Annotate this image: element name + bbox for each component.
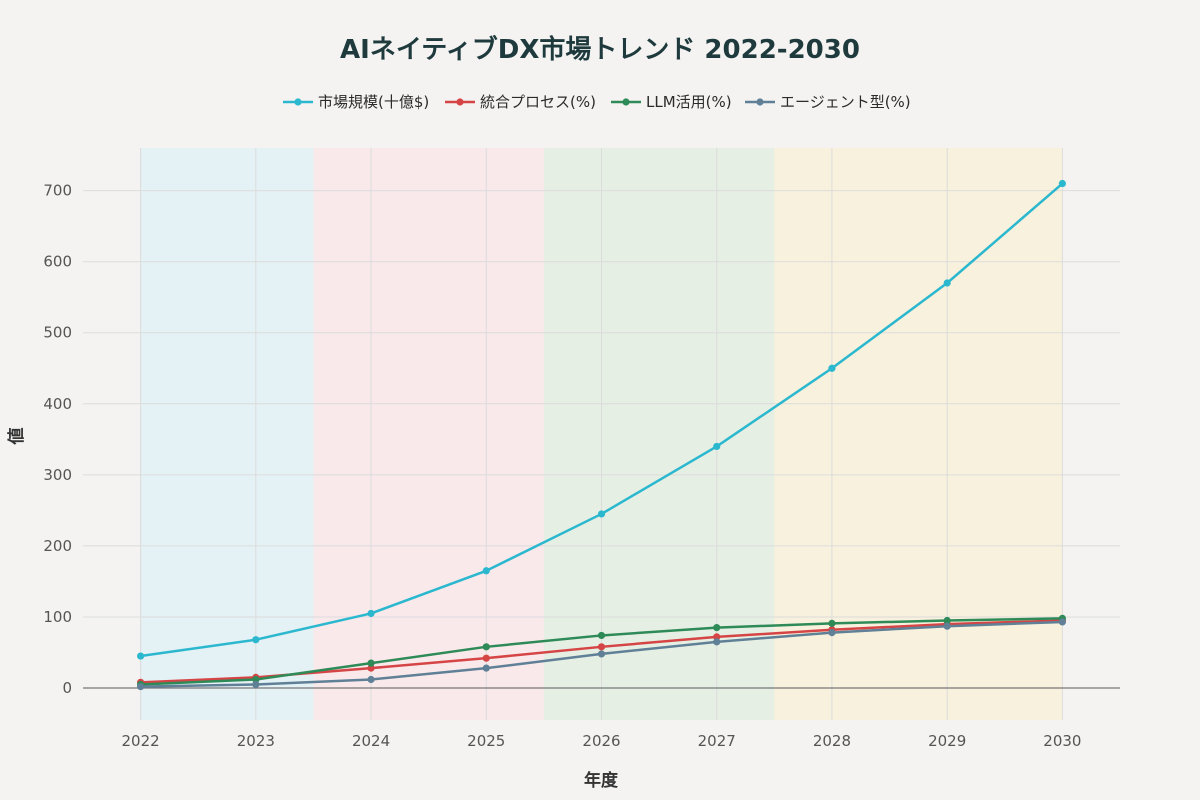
data-point [943, 279, 951, 287]
legend-swatch-marker [756, 98, 764, 106]
data-point [713, 638, 721, 646]
legend: 市場規模(十億$) 統合プロセス(%) LLM活用(%) エージェント型(%) [283, 93, 911, 111]
x-tick-label: 2027 [698, 732, 736, 750]
legend-swatch-marker [456, 98, 464, 106]
data-point [943, 616, 951, 625]
series-lines [137, 179, 1066, 691]
legend-swatch-marker [622, 98, 630, 106]
legend-swatch-marker [294, 98, 302, 106]
data-point [367, 664, 375, 672]
y-tick-label: 700 [43, 182, 72, 200]
data-point [252, 636, 260, 644]
x-tick-label: 2028 [813, 732, 851, 750]
y-tick-label: 100 [43, 608, 72, 626]
data-point [597, 510, 606, 518]
legend-item-1: 市場規模(十億$) [283, 93, 429, 111]
data-point [137, 683, 145, 691]
x-tick-label: 2026 [582, 732, 620, 750]
series-1 [137, 179, 1066, 660]
data-point [1058, 179, 1066, 188]
data-point [713, 624, 721, 632]
data-point [367, 659, 375, 667]
y-axis-ticks: 0 100 200 300 400 500 600 700 [43, 182, 72, 697]
legend-label: 市場規模(十億$) [318, 93, 429, 111]
x-tick-label: 2022 [122, 732, 160, 750]
x-tick-label: 2030 [1043, 732, 1081, 750]
y-tick-label: 600 [43, 253, 72, 271]
background-band-2 [313, 148, 544, 720]
data-point [482, 654, 490, 662]
data-point [482, 567, 490, 575]
data-point [713, 442, 721, 451]
data-point [252, 675, 260, 684]
data-point [597, 650, 606, 658]
data-point [367, 675, 375, 684]
data-point [1058, 618, 1066, 626]
data-point [943, 622, 951, 630]
y-tick-label: 400 [43, 395, 72, 413]
x-tick-label: 2023 [237, 732, 275, 750]
x-tick-label: 2025 [467, 732, 505, 750]
chart-title: AIネイティブDX市場トレンド 2022-2030 [340, 34, 860, 65]
legend-label: 統合プロセス(%) [480, 93, 596, 111]
data-point [713, 633, 721, 641]
legend-item-4: エージェント型(%) [745, 93, 911, 111]
x-tick-label: 2029 [928, 732, 966, 750]
data-point [367, 609, 375, 618]
data-point [252, 680, 260, 689]
background-band-1 [140, 148, 314, 720]
y-tick-label: 300 [43, 466, 72, 484]
y-axis-title: 値 [6, 428, 27, 446]
legend-item-2: 統合プロセス(%) [445, 93, 596, 111]
x-tick-label: 2024 [352, 732, 390, 750]
y-tick-label: 200 [43, 537, 72, 555]
series-3 [137, 614, 1066, 689]
data-point [482, 643, 490, 651]
series-4 [137, 618, 1066, 691]
data-point [597, 643, 606, 651]
data-point [137, 652, 145, 660]
data-point [828, 619, 836, 627]
data-point [828, 364, 836, 372]
legend-label: エージェント型(%) [780, 93, 911, 111]
legend-item-3: LLM活用(%) [611, 93, 732, 111]
data-point [597, 631, 606, 640]
y-tick-label: 500 [43, 324, 72, 342]
data-point [482, 664, 490, 672]
x-axis-ticks: 2022 2023 2024 2025 2026 2027 2028 2029 2030 [122, 732, 1082, 750]
data-point [828, 629, 836, 637]
legend-label: LLM活用(%) [646, 93, 732, 111]
x-axis-title: 年度 [584, 770, 619, 791]
y-tick-label: 0 [62, 679, 72, 697]
